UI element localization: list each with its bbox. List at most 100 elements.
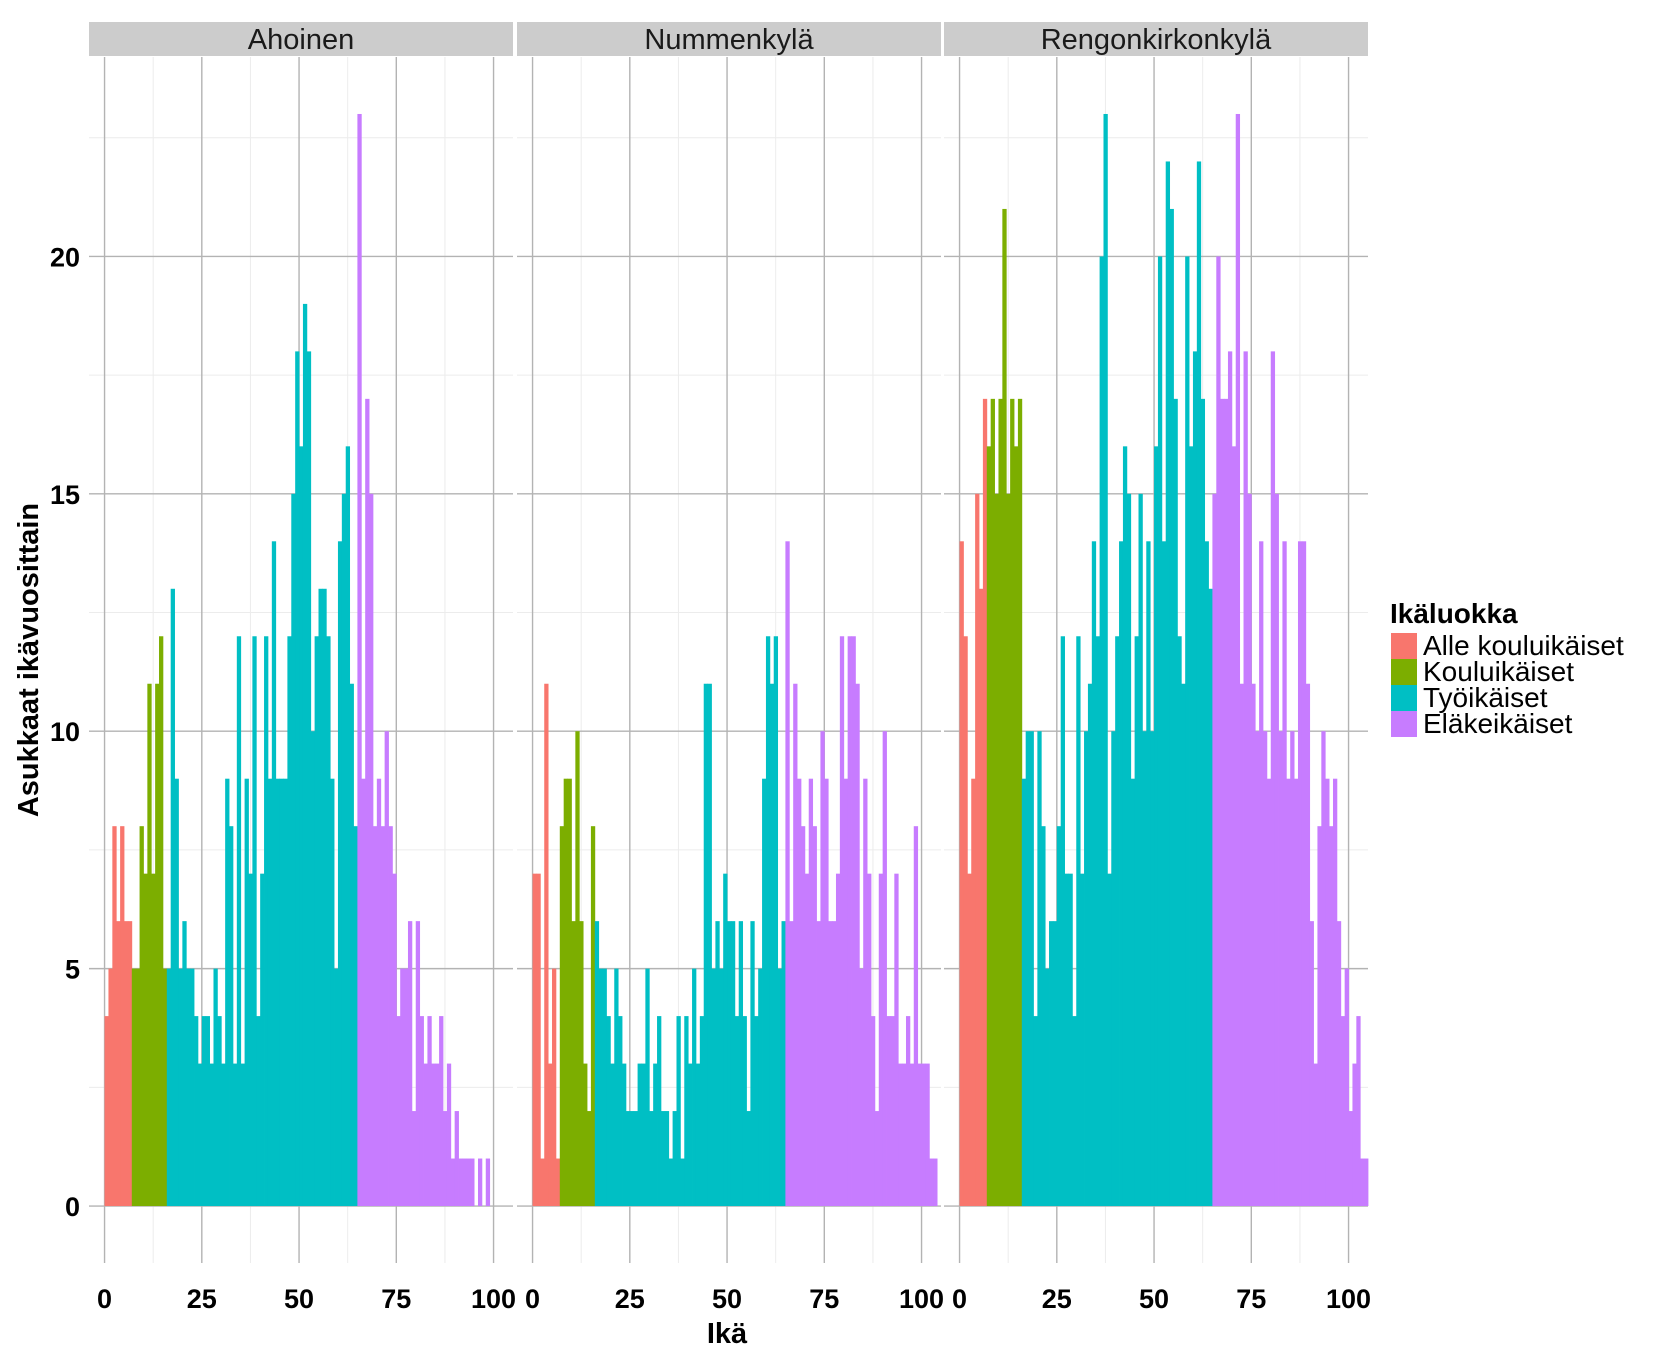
histogram-bar (699, 1016, 705, 1207)
histogram-bar (832, 921, 837, 1207)
histogram-bar (143, 873, 148, 1207)
histogram-bar (427, 1016, 432, 1207)
histogram-bar (1056, 826, 1062, 1207)
legend-swatch (1391, 659, 1417, 685)
histogram-bar (431, 1063, 436, 1207)
histogram-bar (839, 636, 845, 1207)
histogram-bar (1169, 208, 1174, 1207)
x-axis-title: Ikä (707, 1318, 748, 1350)
histogram-bar (112, 826, 117, 1207)
histogram-bar (863, 778, 868, 1207)
histogram-bar (1165, 161, 1171, 1207)
histogram-bar (982, 398, 988, 1207)
histogram-bar (1130, 778, 1136, 1207)
histogram-bar (742, 1016, 747, 1207)
histogram-bar (205, 1016, 210, 1207)
histogram-bar (1332, 778, 1338, 1207)
histogram-bar (349, 683, 354, 1207)
histogram-bar (318, 588, 323, 1207)
histogram-bar (470, 1158, 475, 1207)
histogram-bar (1017, 398, 1023, 1207)
histogram-bar (668, 1158, 673, 1207)
histogram-bar (680, 1158, 685, 1207)
histogram-bar (1192, 351, 1198, 1207)
histogram-bar (870, 1016, 876, 1207)
histogram-bar (730, 921, 736, 1207)
histogram-bar (217, 1016, 222, 1207)
histogram-bar (380, 826, 386, 1207)
histogram-bar (1204, 541, 1209, 1207)
histogram-bar (178, 968, 183, 1207)
histogram-bar (1266, 778, 1272, 1207)
histogram-bar (1091, 541, 1097, 1207)
histogram-bar (894, 873, 899, 1207)
histogram-bar (583, 1063, 588, 1207)
histogram-bar (1029, 731, 1034, 1207)
histogram-bar (477, 1158, 483, 1207)
histogram-bar (1352, 1063, 1357, 1207)
histogram-bar (967, 873, 972, 1207)
histogram-bar (120, 826, 125, 1207)
histogram-bar (602, 968, 607, 1207)
histogram-bar (1084, 731, 1089, 1207)
histogram-bar (598, 968, 603, 1207)
histogram-bar (1076, 636, 1081, 1207)
histogram-bar (458, 1158, 463, 1207)
histogram-bar (1270, 351, 1276, 1207)
histogram-bar (275, 778, 281, 1207)
histogram-bar (905, 1016, 911, 1207)
histogram-bar (765, 636, 771, 1207)
histogram-bar (800, 826, 806, 1207)
histogram-bar (186, 968, 191, 1207)
histogram-bar (283, 778, 288, 1207)
histogram-bar (1010, 398, 1015, 1207)
histogram-bar (769, 683, 775, 1207)
histogram-bar (310, 731, 316, 1207)
histogram-bar (1021, 778, 1027, 1207)
histogram-bar (127, 921, 133, 1207)
histogram-bar (746, 1111, 751, 1207)
histogram-bar (1037, 731, 1042, 1207)
histogram-bar (139, 826, 144, 1207)
histogram-bar (614, 968, 619, 1207)
histogram-bar (260, 873, 265, 1207)
histogram-bar (890, 1016, 895, 1207)
legend-label: Alle kouluikäiset (1423, 630, 1624, 661)
histogram-bar (166, 968, 172, 1207)
histogram-bar (1173, 398, 1178, 1207)
histogram-bar (1224, 398, 1229, 1207)
histogram-bar (194, 1016, 199, 1207)
histogram-bar (1294, 778, 1299, 1207)
histogram-bar (979, 588, 984, 1207)
histogram-bar (264, 636, 269, 1207)
histogram-bar (909, 1063, 915, 1207)
histogram-bar (1336, 921, 1342, 1207)
histogram-bar (162, 968, 168, 1207)
histogram-bar (1041, 826, 1046, 1207)
histogram-bar (645, 968, 650, 1207)
histogram-bar (1286, 778, 1291, 1207)
histogram-bar (567, 778, 572, 1207)
histogram-bar (1344, 968, 1349, 1207)
histogram-bar (1115, 636, 1120, 1207)
y-tick-label: 15 (50, 480, 80, 510)
histogram-bar (532, 873, 537, 1207)
histogram-bar (1138, 493, 1143, 1207)
histogram-bar (793, 683, 798, 1207)
histogram-bar (882, 731, 887, 1207)
histogram-bar (1049, 921, 1054, 1207)
histogram-bar (1072, 1016, 1077, 1207)
histogram-bar (625, 1111, 631, 1207)
histogram-bar (789, 921, 794, 1207)
histogram-bar (1317, 826, 1322, 1207)
histogram-bar (975, 493, 980, 1207)
histogram-bar (1122, 446, 1128, 1207)
legend-label: Eläkeikäiset (1423, 708, 1573, 739)
histogram-bar (773, 636, 779, 1207)
legend: Ikäluokka Alle kouluikäisetKouluikäisetT… (1390, 598, 1624, 739)
histogram-bar (878, 873, 884, 1207)
histogram-bar (454, 1111, 459, 1207)
histogram-bar (396, 1016, 401, 1207)
histogram-bar (104, 1016, 109, 1207)
histogram-bar (299, 446, 304, 1207)
